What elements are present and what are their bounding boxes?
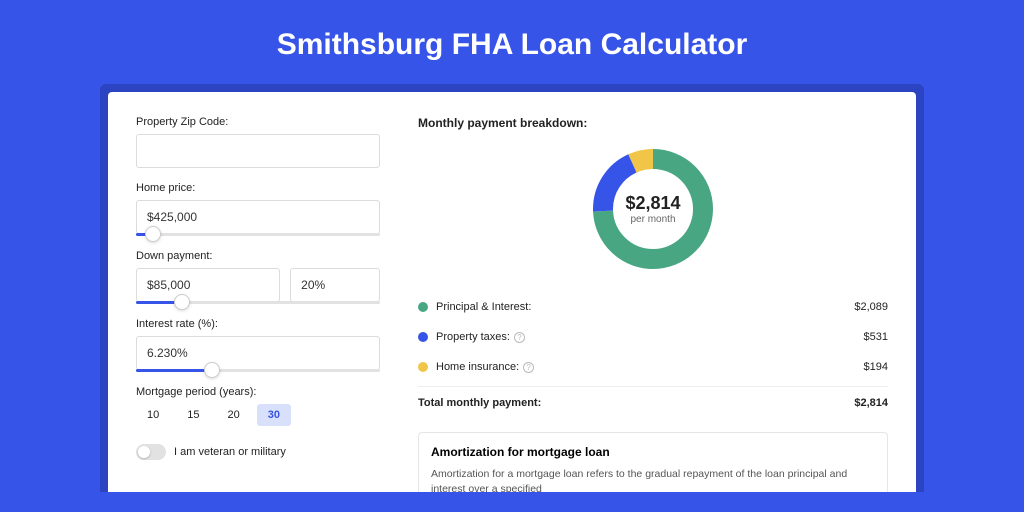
legend-value: $194 (864, 361, 888, 373)
amortization-box: Amortization for mortgage loan Amortizat… (418, 432, 888, 492)
down-payment-field-group: Down payment: (136, 250, 380, 304)
breakdown-total-row: Total monthly payment: $2,814 (418, 386, 888, 418)
interest-rate-slider-thumb[interactable] (204, 362, 220, 378)
donut-center-value: $2,814 (625, 193, 680, 214)
info-icon[interactable]: ? (514, 332, 525, 343)
period-button-10[interactable]: 10 (136, 404, 170, 426)
veteran-toggle[interactable] (136, 444, 166, 460)
legend-row-0: Principal & Interest:$2,089 (418, 292, 888, 322)
page-title: Smithsburg FHA Loan Calculator (0, 0, 1024, 84)
legend-value: $531 (864, 331, 888, 343)
legend-row-2: Home insurance:?$194 (418, 352, 888, 382)
down-payment-pct-input[interactable] (290, 268, 380, 302)
legend-dot-icon (418, 302, 428, 312)
veteran-row: I am veteran or military (136, 444, 380, 460)
veteran-label: I am veteran or military (174, 446, 286, 458)
app-frame: Property Zip Code: Home price: Down paym… (100, 84, 924, 492)
home-price-field-group: Home price: (136, 182, 380, 236)
mortgage-period-label: Mortgage period (years): (136, 386, 380, 398)
legend-row-1: Property taxes:?$531 (418, 322, 888, 352)
zip-label: Property Zip Code: (136, 116, 380, 128)
home-price-input[interactable] (136, 200, 380, 234)
mortgage-period-options: 10 15 20 30 (136, 404, 380, 426)
total-label: Total monthly payment: (418, 397, 854, 409)
legend-dot-icon (418, 332, 428, 342)
toggle-knob (138, 446, 150, 458)
inputs-column: Property Zip Code: Home price: Down paym… (108, 92, 408, 492)
down-payment-input[interactable] (136, 268, 280, 302)
info-icon[interactable]: ? (523, 362, 534, 373)
legend-label: Home insurance:? (436, 361, 864, 373)
donut-center-sub: per month (625, 214, 680, 225)
zip-field-group: Property Zip Code: (136, 116, 380, 168)
period-button-20[interactable]: 20 (217, 404, 251, 426)
down-payment-slider[interactable] (136, 301, 380, 304)
interest-rate-slider[interactable] (136, 369, 380, 372)
donut-chart: $2,814 per month (588, 144, 718, 274)
interest-rate-field-group: Interest rate (%): (136, 318, 380, 372)
legend-value: $2,089 (854, 301, 888, 313)
home-price-label: Home price: (136, 182, 380, 194)
amortization-text: Amortization for a mortgage loan refers … (431, 467, 875, 492)
interest-rate-label: Interest rate (%): (136, 318, 380, 330)
legend-label: Property taxes:? (436, 331, 864, 343)
period-button-30[interactable]: 30 (257, 404, 291, 426)
down-payment-label: Down payment: (136, 250, 380, 262)
legend-dot-icon (418, 362, 428, 372)
home-price-slider-thumb[interactable] (145, 226, 161, 242)
interest-rate-input[interactable] (136, 336, 380, 370)
period-button-15[interactable]: 15 (176, 404, 210, 426)
zip-input[interactable] (136, 134, 380, 168)
donut-chart-wrap: $2,814 per month (418, 144, 888, 274)
amortization-title: Amortization for mortgage loan (431, 445, 875, 459)
breakdown-title: Monthly payment breakdown: (418, 116, 888, 130)
total-value: $2,814 (854, 397, 888, 409)
mortgage-period-field-group: Mortgage period (years): 10 15 20 30 (136, 386, 380, 426)
down-payment-slider-thumb[interactable] (174, 294, 190, 310)
breakdown-column: Monthly payment breakdown: $2,814 per mo… (408, 92, 916, 492)
calculator-panel: Property Zip Code: Home price: Down paym… (108, 92, 916, 492)
breakdown-legend: Principal & Interest:$2,089Property taxe… (418, 292, 888, 382)
legend-label: Principal & Interest: (436, 301, 854, 313)
home-price-slider[interactable] (136, 233, 380, 236)
